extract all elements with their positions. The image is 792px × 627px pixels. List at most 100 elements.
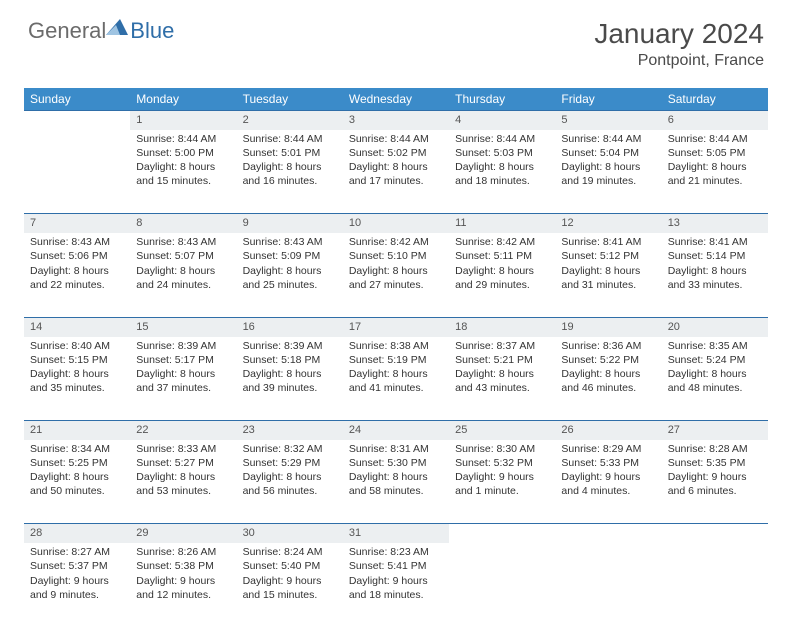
day-number-cell: 9 [237, 214, 343, 233]
day-content-cell: Sunrise: 8:28 AMSunset: 5:35 PMDaylight:… [662, 440, 768, 524]
day-content-row: Sunrise: 8:40 AMSunset: 5:15 PMDaylight:… [24, 337, 768, 421]
sunrise-line: Sunrise: 8:42 AM [455, 235, 549, 249]
weekday-header: Tuesday [237, 88, 343, 111]
day-content-cell: Sunrise: 8:26 AMSunset: 5:38 PMDaylight:… [130, 543, 236, 627]
sunrise-line: Sunrise: 8:33 AM [136, 442, 230, 456]
day-number-cell: 12 [555, 214, 661, 233]
day-number-cell: 23 [237, 421, 343, 440]
day-number-cell: 22 [130, 421, 236, 440]
daylight-line: Daylight: 8 hours and 56 minutes. [243, 470, 337, 498]
sunrise-line: Sunrise: 8:43 AM [136, 235, 230, 249]
day-content-cell: Sunrise: 8:44 AMSunset: 5:02 PMDaylight:… [343, 130, 449, 214]
day-number-cell: 19 [555, 317, 661, 336]
day-content-cell: Sunrise: 8:27 AMSunset: 5:37 PMDaylight:… [24, 543, 130, 627]
sunset-line: Sunset: 5:02 PM [349, 146, 443, 160]
weekday-header: Saturday [662, 88, 768, 111]
day-number-cell: 10 [343, 214, 449, 233]
day-content-cell: Sunrise: 8:32 AMSunset: 5:29 PMDaylight:… [237, 440, 343, 524]
sunset-line: Sunset: 5:19 PM [349, 353, 443, 367]
weekday-header: Wednesday [343, 88, 449, 111]
sunrise-line: Sunrise: 8:43 AM [243, 235, 337, 249]
sunset-line: Sunset: 5:10 PM [349, 249, 443, 263]
sunrise-line: Sunrise: 8:44 AM [136, 132, 230, 146]
sunrise-line: Sunrise: 8:38 AM [349, 339, 443, 353]
day-number-cell: 25 [449, 421, 555, 440]
day-number-cell: 30 [237, 524, 343, 543]
sunrise-line: Sunrise: 8:36 AM [561, 339, 655, 353]
daylight-line: Daylight: 8 hours and 19 minutes. [561, 160, 655, 188]
sunset-line: Sunset: 5:38 PM [136, 559, 230, 573]
day-number-cell: 24 [343, 421, 449, 440]
day-content-cell: Sunrise: 8:35 AMSunset: 5:24 PMDaylight:… [662, 337, 768, 421]
sunset-line: Sunset: 5:03 PM [455, 146, 549, 160]
daylight-line: Daylight: 9 hours and 18 minutes. [349, 574, 443, 602]
sunset-line: Sunset: 5:17 PM [136, 353, 230, 367]
day-number-row: 123456 [24, 111, 768, 130]
day-number-row: 14151617181920 [24, 317, 768, 336]
sunset-line: Sunset: 5:00 PM [136, 146, 230, 160]
day-content-cell: Sunrise: 8:24 AMSunset: 5:40 PMDaylight:… [237, 543, 343, 627]
day-number-cell: 3 [343, 111, 449, 130]
day-number-row: 78910111213 [24, 214, 768, 233]
day-content-cell: Sunrise: 8:43 AMSunset: 5:06 PMDaylight:… [24, 233, 130, 317]
daylight-line: Daylight: 8 hours and 50 minutes. [30, 470, 124, 498]
sunset-line: Sunset: 5:41 PM [349, 559, 443, 573]
weekday-header-row: SundayMondayTuesdayWednesdayThursdayFrid… [24, 88, 768, 111]
sunrise-line: Sunrise: 8:30 AM [455, 442, 549, 456]
day-number-cell: 7 [24, 214, 130, 233]
page-header: General Blue January 2024 Pontpoint, Fra… [0, 0, 792, 78]
daylight-line: Daylight: 8 hours and 48 minutes. [668, 367, 762, 395]
sunset-line: Sunset: 5:11 PM [455, 249, 549, 263]
sunset-line: Sunset: 5:05 PM [668, 146, 762, 160]
day-content-cell: Sunrise: 8:38 AMSunset: 5:19 PMDaylight:… [343, 337, 449, 421]
daylight-line: Daylight: 8 hours and 16 minutes. [243, 160, 337, 188]
day-number-cell: 31 [343, 524, 449, 543]
day-content-cell: Sunrise: 8:44 AMSunset: 5:03 PMDaylight:… [449, 130, 555, 214]
day-number-cell: 4 [449, 111, 555, 130]
sunset-line: Sunset: 5:04 PM [561, 146, 655, 160]
day-content-row: Sunrise: 8:27 AMSunset: 5:37 PMDaylight:… [24, 543, 768, 627]
sunset-line: Sunset: 5:14 PM [668, 249, 762, 263]
daylight-line: Daylight: 8 hours and 31 minutes. [561, 264, 655, 292]
sunrise-line: Sunrise: 8:44 AM [561, 132, 655, 146]
day-content-cell: Sunrise: 8:39 AMSunset: 5:18 PMDaylight:… [237, 337, 343, 421]
sunset-line: Sunset: 5:15 PM [30, 353, 124, 367]
day-content-cell: Sunrise: 8:41 AMSunset: 5:14 PMDaylight:… [662, 233, 768, 317]
daylight-line: Daylight: 9 hours and 4 minutes. [561, 470, 655, 498]
brand-text-general: General [28, 18, 106, 44]
sunrise-line: Sunrise: 8:24 AM [243, 545, 337, 559]
sunrise-line: Sunrise: 8:32 AM [243, 442, 337, 456]
day-number-cell: 14 [24, 317, 130, 336]
sunrise-line: Sunrise: 8:44 AM [349, 132, 443, 146]
sunset-line: Sunset: 5:40 PM [243, 559, 337, 573]
day-content-cell: Sunrise: 8:40 AMSunset: 5:15 PMDaylight:… [24, 337, 130, 421]
daylight-line: Daylight: 8 hours and 21 minutes. [668, 160, 762, 188]
day-number-cell: 2 [237, 111, 343, 130]
daylight-line: Daylight: 9 hours and 15 minutes. [243, 574, 337, 602]
day-number-cell: 27 [662, 421, 768, 440]
sunrise-line: Sunrise: 8:34 AM [30, 442, 124, 456]
sunset-line: Sunset: 5:12 PM [561, 249, 655, 263]
calendar-thead: SundayMondayTuesdayWednesdayThursdayFrid… [24, 88, 768, 111]
day-number-cell: 29 [130, 524, 236, 543]
daylight-line: Daylight: 9 hours and 1 minute. [455, 470, 549, 498]
daylight-line: Daylight: 8 hours and 37 minutes. [136, 367, 230, 395]
sunset-line: Sunset: 5:35 PM [668, 456, 762, 470]
daylight-line: Daylight: 9 hours and 12 minutes. [136, 574, 230, 602]
brand-triangle-icon [106, 17, 128, 40]
sunrise-line: Sunrise: 8:39 AM [243, 339, 337, 353]
day-content-cell: Sunrise: 8:23 AMSunset: 5:41 PMDaylight:… [343, 543, 449, 627]
day-content-cell: Sunrise: 8:30 AMSunset: 5:32 PMDaylight:… [449, 440, 555, 524]
title-block: January 2024 Pontpoint, France [594, 18, 764, 70]
daylight-line: Daylight: 8 hours and 43 minutes. [455, 367, 549, 395]
sunset-line: Sunset: 5:33 PM [561, 456, 655, 470]
daylight-line: Daylight: 8 hours and 58 minutes. [349, 470, 443, 498]
day-content-cell: Sunrise: 8:39 AMSunset: 5:17 PMDaylight:… [130, 337, 236, 421]
sunrise-line: Sunrise: 8:29 AM [561, 442, 655, 456]
sunrise-line: Sunrise: 8:41 AM [561, 235, 655, 249]
day-content-cell: Sunrise: 8:41 AMSunset: 5:12 PMDaylight:… [555, 233, 661, 317]
day-number-cell: 1 [130, 111, 236, 130]
day-number-cell [449, 524, 555, 543]
sunrise-line: Sunrise: 8:43 AM [30, 235, 124, 249]
weekday-header: Monday [130, 88, 236, 111]
